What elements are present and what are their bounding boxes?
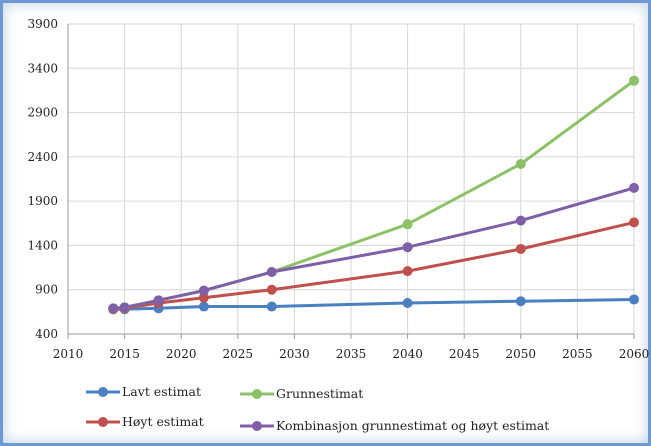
series-lavt-estimat: [108, 294, 639, 315]
data-point: [515, 215, 526, 226]
series-kombinasjon-grunnestimat-og-h-yt-estimat: [108, 182, 639, 314]
tick-labels: 400 900 1400 1900 2400 2900 3400 3900 2010 2015 20…: [27, 17, 649, 361]
x-tick-label: 2035: [336, 347, 367, 361]
x-tick-label: 2055: [562, 347, 593, 361]
legend-marker: [252, 389, 262, 399]
legend-item: Kombinasjon grunnestimat og høyt estimat: [240, 418, 549, 433]
legend-marker: [98, 387, 108, 397]
legend-item: Høyt estimat: [86, 414, 204, 429]
series-lines: [108, 75, 639, 315]
legend-marker: [98, 417, 108, 427]
y-tick-label: 3900: [27, 17, 58, 31]
series-line: [113, 298, 635, 311]
x-tick-label: 2015: [109, 347, 140, 361]
y-tick-label: 1900: [27, 194, 58, 208]
data-point: [266, 284, 277, 295]
data-point: [402, 219, 413, 230]
legend-label: Høyt estimat: [122, 414, 204, 429]
data-point: [198, 292, 209, 303]
y-tick-label: 2400: [27, 150, 58, 164]
x-tick-label: 2050: [506, 347, 537, 361]
data-point: [153, 295, 164, 306]
series-line: [113, 79, 635, 310]
x-tick-label: 2040: [392, 347, 423, 361]
series-line: [113, 186, 635, 310]
series-grunnestimat: [108, 75, 639, 314]
x-tick-label: 2010: [53, 347, 84, 361]
data-point: [266, 267, 277, 277]
y-tick-label: 400: [35, 327, 58, 341]
legend-item: Lavt estimat: [86, 384, 201, 399]
data-point: [119, 302, 130, 313]
legend-label: Kombinasjon grunnestimat og høyt estimat: [276, 418, 549, 433]
data-point: [629, 294, 639, 305]
legend-item: Grunnestimat: [240, 386, 363, 401]
data-point: [198, 301, 209, 312]
data-point: [402, 266, 413, 277]
data-point: [515, 158, 526, 169]
y-tick-label: 3400: [27, 61, 58, 75]
data-point: [108, 303, 119, 314]
x-tick-label: 2020: [166, 347, 197, 361]
x-tick-label: 2045: [449, 347, 480, 361]
y-tick-label: 900: [35, 283, 58, 297]
x-tick-label: 2030: [279, 347, 310, 361]
y-tick-label: 2900: [27, 106, 58, 120]
y-tick-label: 1400: [27, 238, 58, 252]
data-point: [402, 298, 413, 308]
data-point: [266, 301, 277, 312]
legend-label: Grunnestimat: [276, 386, 363, 401]
data-point: [515, 296, 526, 307]
legend: Lavt estimat Grunnestimat Høyt estimat Komb…: [86, 384, 549, 433]
data-point: [629, 182, 639, 193]
legend-marker: [252, 421, 262, 431]
data-point: [402, 242, 413, 253]
x-tick-label: 2025: [223, 347, 254, 361]
data-point: [629, 217, 639, 228]
grid-lines: [68, 23, 635, 334]
data-point: [198, 285, 209, 296]
x-tick-label: 2060: [619, 347, 650, 361]
legend-label: Lavt estimat: [122, 384, 201, 399]
data-point: [515, 243, 526, 254]
axes: [67, 24, 635, 339]
data-point: [629, 75, 639, 86]
